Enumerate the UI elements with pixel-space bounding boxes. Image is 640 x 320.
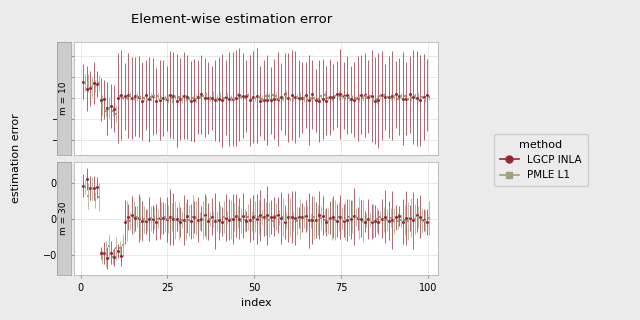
X-axis label: index: index xyxy=(241,298,271,308)
Text: m = 10: m = 10 xyxy=(60,81,68,115)
Text: estimation error: estimation error xyxy=(11,114,21,203)
Text: Element-wise estimation error: Element-wise estimation error xyxy=(131,13,333,26)
Legend: LGCP INLA, PMLE L1: LGCP INLA, PMLE L1 xyxy=(493,133,588,187)
Text: m = 30: m = 30 xyxy=(60,202,68,236)
